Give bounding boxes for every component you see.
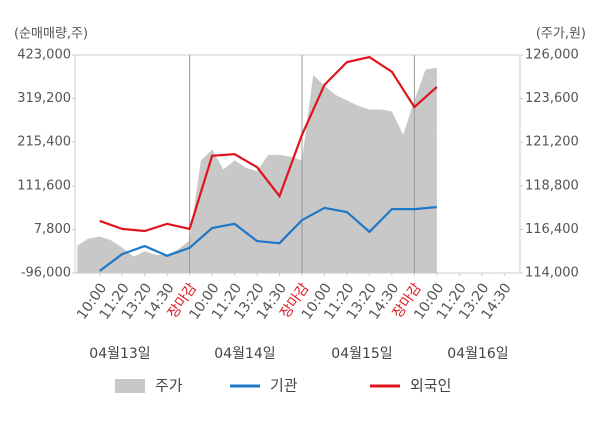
date-label: 04월13일 xyxy=(89,346,150,362)
y2-tick-label: 116,400 xyxy=(525,222,579,237)
y-tick-label: 7,800 xyxy=(34,222,71,237)
y2-tick-label: 118,800 xyxy=(525,178,579,193)
y-axis-label: (순매매량,주) xyxy=(14,27,88,42)
y2-tick-label: 121,200 xyxy=(525,135,579,150)
legend: 주가 기관 외국인 xyxy=(115,377,451,395)
y2-tick-label: 114,000 xyxy=(525,266,579,281)
date-label: 04월14일 xyxy=(214,346,275,362)
date-label: 04월15일 xyxy=(331,346,392,362)
y-tick-label: 215,400 xyxy=(17,135,71,150)
y2-tick-label: 123,600 xyxy=(525,91,579,106)
legend-label: 외국인 xyxy=(410,377,451,395)
y2-tick-label: 126,000 xyxy=(525,48,579,63)
y-tick-label: 111,600 xyxy=(17,178,71,193)
date-label: 04월16일 xyxy=(447,346,508,362)
price-area xyxy=(77,67,437,273)
y-tick-label: -96,000 xyxy=(21,266,71,281)
legend-label: 주가 xyxy=(155,377,183,395)
y-tick-label: 423,000 xyxy=(17,48,71,63)
y2-axis-label: (주가,원) xyxy=(536,27,586,42)
y-tick-label: 319,200 xyxy=(17,91,71,106)
legend-swatch xyxy=(115,379,145,393)
line-series xyxy=(99,205,437,272)
legend-label: 기관 xyxy=(270,377,298,395)
line-series xyxy=(99,55,438,233)
